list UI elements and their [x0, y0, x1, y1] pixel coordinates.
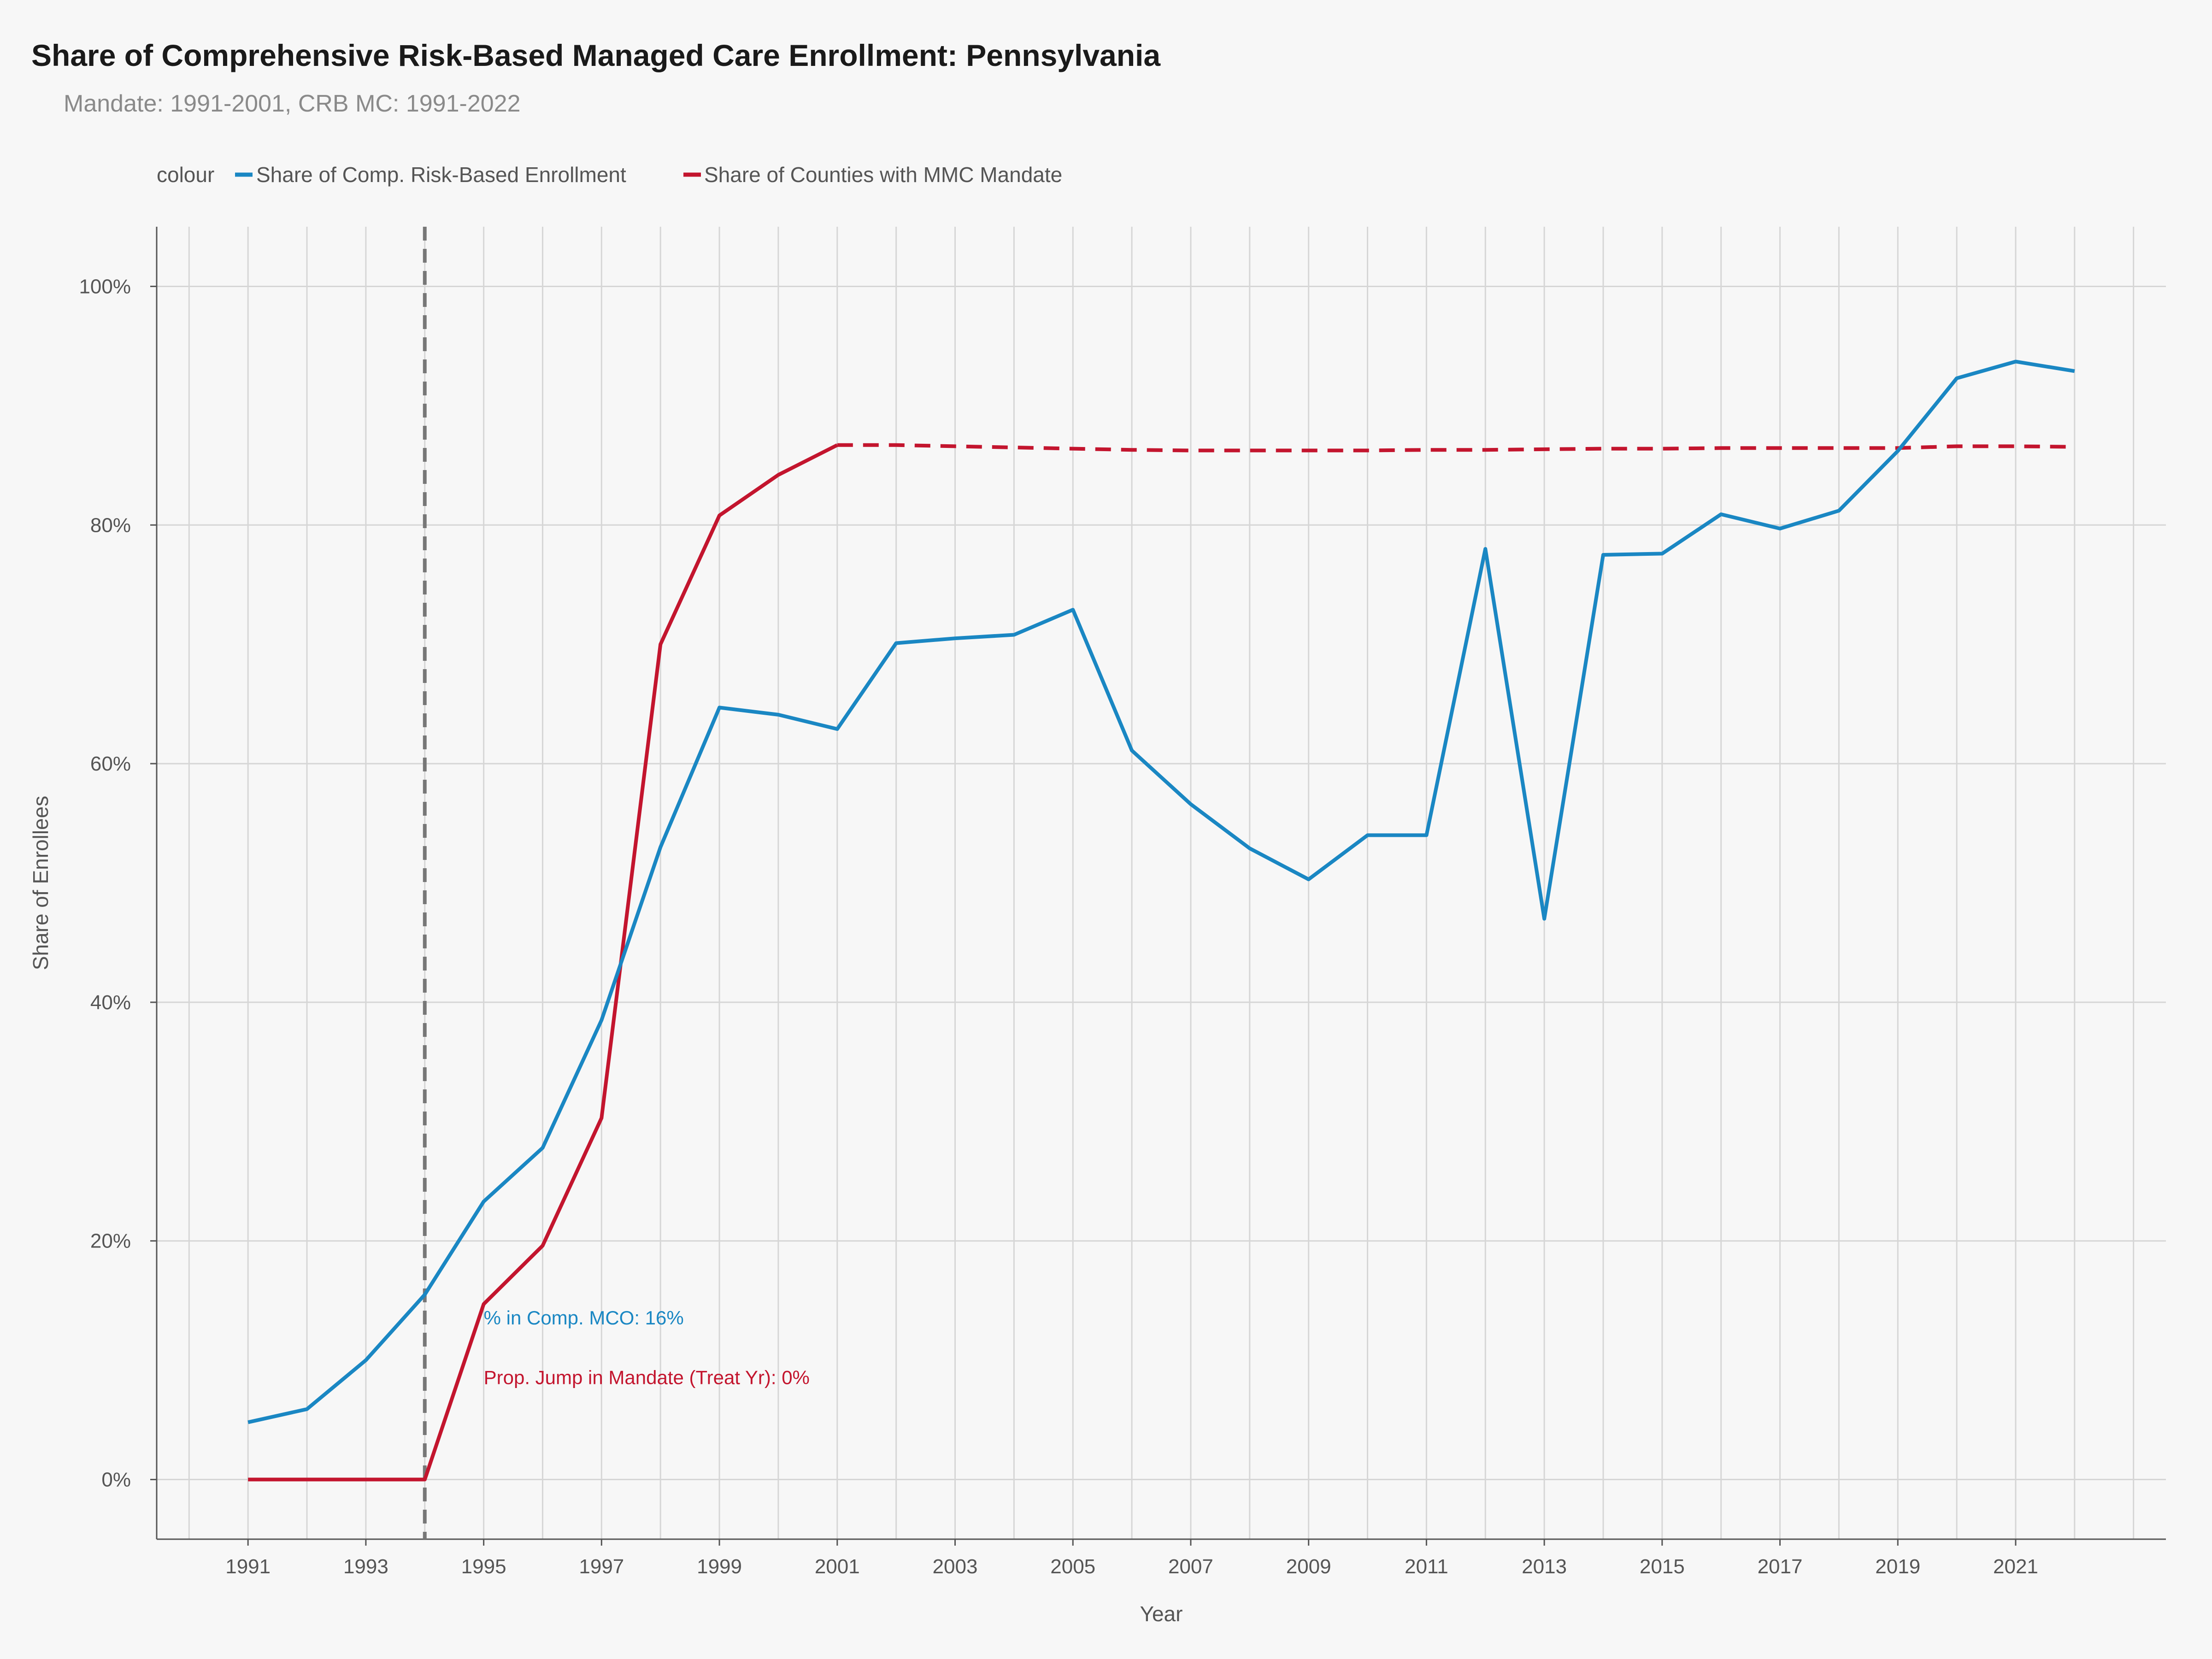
annotation-comp-mco: % in Comp. MCO: 16% — [484, 1307, 684, 1329]
legend-title: colour — [157, 163, 214, 187]
y-tick-label: 60% — [90, 753, 131, 775]
y-tick-label: 0% — [101, 1469, 131, 1491]
chart-subtitle: Mandate: 1991-2001, CRB MC: 1991-2022 — [64, 90, 521, 117]
x-tick-label: 2007 — [1168, 1555, 1213, 1578]
x-axis-ticks: 1991 1993 1995 1997 1999 2001 2003 2005 2007 2009… — [225, 1539, 2038, 1578]
legend: colour Share of Comp. Risk-Based Enrollm… — [157, 163, 1062, 187]
x-tick-label: 2001 — [815, 1555, 860, 1578]
series-layer — [247, 359, 2075, 1482]
chart-title: Share of Comprehensive Risk-Based Manage… — [31, 38, 1161, 72]
y-tick-label: 40% — [90, 991, 131, 1014]
legend-label-enrollment: Share of Comp. Risk-Based Enrollment — [256, 163, 626, 187]
x-tick-label: 2011 — [1405, 1555, 1448, 1578]
x-axis-title: Year — [1140, 1602, 1183, 1626]
x-tick-label: 2013 — [1522, 1555, 1567, 1578]
legend-label-mandate: Share of Counties with MMC Mandate — [704, 163, 1062, 187]
y-tick-label: 80% — [90, 514, 131, 536]
x-tick-label: 1991 — [225, 1555, 271, 1578]
annotation-mandate-jump: Prop. Jump in Mandate (Treat Yr): 0% — [484, 1366, 810, 1388]
series-line-mmc-mandate — [248, 443, 838, 1482]
x-tick-label: 2017 — [1758, 1555, 1803, 1578]
y-axis-ticks: 0% 20% 40% 60% 80% 100% — [79, 275, 157, 1491]
x-tick-label: 1999 — [697, 1555, 742, 1578]
series-line-mmc-mandate-projected — [837, 443, 2075, 453]
y-axis-title: Share of Enrollees — [29, 796, 53, 970]
x-tick-label: 2019 — [1875, 1555, 1920, 1578]
x-tick-label: 1993 — [343, 1555, 388, 1578]
grid-horizontal — [157, 285, 2166, 1481]
x-tick-label: 2009 — [1286, 1555, 1331, 1578]
y-tick-label: 20% — [90, 1230, 131, 1253]
x-tick-label: 2015 — [1640, 1555, 1685, 1578]
x-tick-label: 2021 — [1993, 1555, 2038, 1578]
x-tick-label: 1997 — [579, 1555, 624, 1578]
x-tick-label: 2005 — [1050, 1555, 1095, 1578]
series-line-comp-risk-enrollment — [247, 359, 2075, 1424]
y-tick-label: 100% — [79, 275, 131, 298]
x-tick-label: 1995 — [461, 1555, 506, 1578]
grid-vertical — [188, 227, 2135, 1539]
x-tick-label: 2003 — [933, 1555, 978, 1578]
